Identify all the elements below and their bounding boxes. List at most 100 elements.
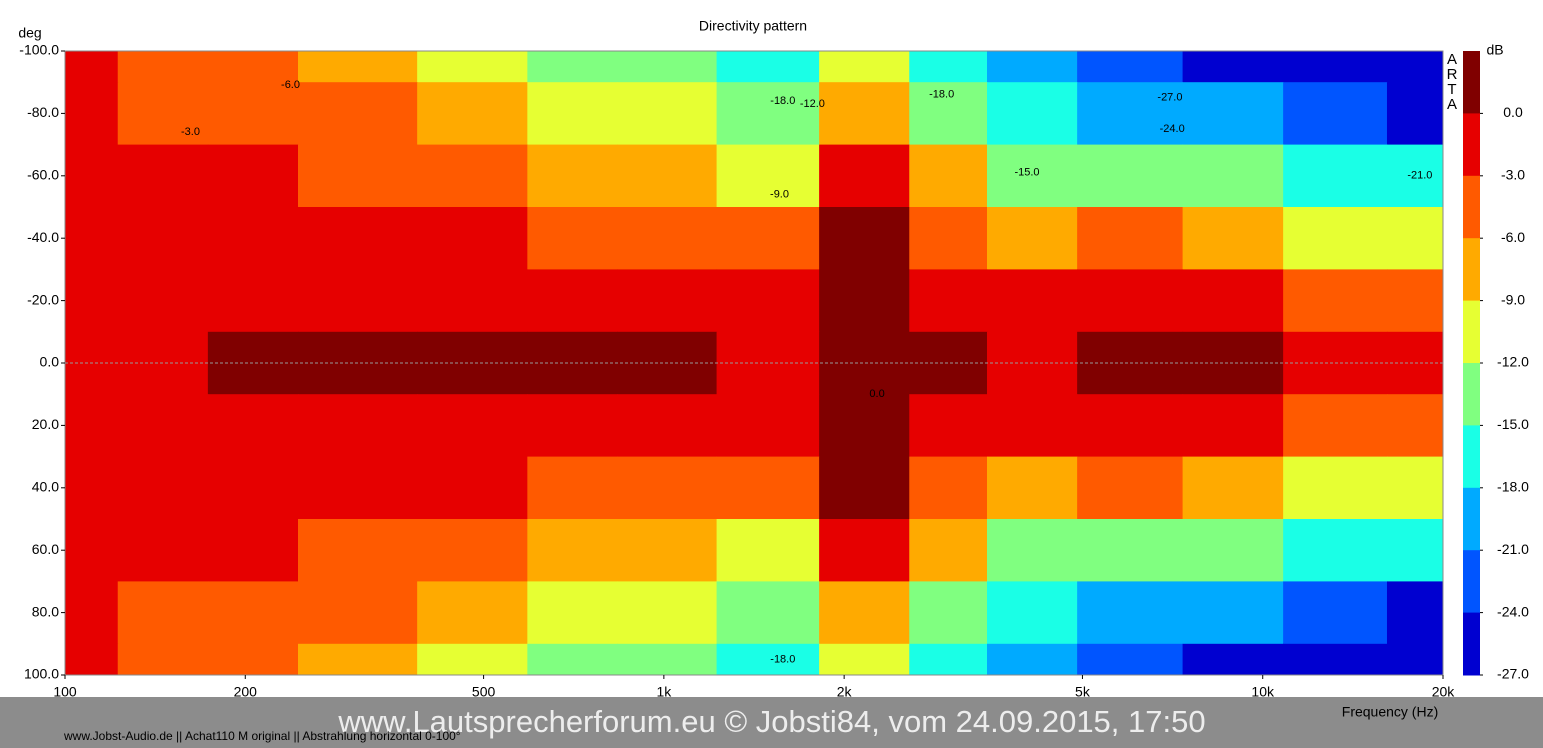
colorbar-segment (1463, 300, 1480, 364)
colorbar-segment (1463, 51, 1480, 114)
heat-cell (1386, 82, 1444, 146)
colorbar-segment (1463, 425, 1480, 489)
heat-cell (1182, 269, 1284, 333)
heat-cell (1283, 51, 1388, 83)
y-tick-label: 80.0 (32, 603, 59, 619)
heat-cell (819, 643, 910, 676)
heat-cell (819, 456, 910, 520)
heat-cell (527, 643, 618, 676)
heat-cell (298, 394, 418, 458)
contour-label: 0.0 (869, 388, 884, 400)
x-tick-label: 100 (53, 684, 77, 700)
heat-cell (987, 82, 1078, 146)
heat-cell (1283, 456, 1388, 520)
colorbar-tick-label: -3.0 (1501, 167, 1525, 183)
heat-cell (1386, 581, 1444, 645)
contour-label: -18.0 (770, 95, 795, 107)
heat-cell (819, 144, 910, 208)
colorbar-tick-label: -18.0 (1497, 479, 1529, 495)
heat-cell (1283, 269, 1388, 333)
heat-cell (1182, 643, 1284, 676)
heat-cell (65, 144, 119, 208)
heat-cell (617, 456, 718, 520)
heat-cell (909, 82, 988, 146)
heat-cell (716, 144, 820, 208)
heat-cell (909, 51, 988, 83)
heat-cell (1077, 51, 1184, 83)
heat-cell (65, 269, 119, 333)
heat-cell (1182, 394, 1284, 458)
heat-cell (1283, 394, 1388, 458)
heat-cell (527, 82, 618, 146)
heat-cell (117, 51, 209, 83)
heat-cell (527, 394, 618, 458)
heat-cell (1386, 456, 1444, 520)
contour-label: -18.0 (929, 89, 954, 101)
heat-cell (417, 269, 528, 333)
heat-cell (1182, 581, 1284, 645)
heat-cell (65, 394, 119, 458)
heat-cell (117, 269, 209, 333)
heat-cell (1077, 581, 1184, 645)
heat-cell (527, 207, 618, 270)
heat-cell (298, 82, 418, 146)
x-tick-label: 2k (837, 684, 853, 700)
heat-cell (417, 643, 528, 676)
heat-cell (417, 519, 528, 582)
heat-cell (207, 456, 299, 520)
heat-cell (417, 51, 528, 83)
x-axis-label: Frequency (Hz) (1342, 704, 1438, 720)
heat-cell (617, 269, 718, 333)
heat-cell (617, 643, 718, 676)
heat-cell (716, 394, 820, 458)
x-tick-label: 200 (234, 684, 258, 700)
heat-cell (1182, 456, 1284, 520)
heat-cell (298, 144, 418, 208)
heat-cell (298, 519, 418, 582)
colorbar-tick-label: -15.0 (1497, 416, 1529, 432)
heat-cell (1283, 581, 1388, 645)
colorbar-tick-label: -6.0 (1501, 229, 1525, 245)
heat-cell (819, 331, 910, 395)
heat-cell (1283, 144, 1388, 208)
heat-cell (716, 51, 820, 83)
heat-cell (1386, 144, 1444, 208)
x-tick-label: 5k (1075, 684, 1091, 700)
y-tick-label: -100.0 (19, 42, 59, 58)
heat-cell (117, 519, 209, 582)
y-tick-label: 40.0 (32, 479, 59, 495)
heat-cell (65, 82, 119, 146)
heat-cell (819, 581, 910, 645)
heat-cell (617, 581, 718, 645)
footer-band (0, 697, 1543, 748)
heat-cell (117, 643, 209, 676)
colorbar-segment (1463, 238, 1480, 302)
heat-cell (207, 144, 299, 208)
heat-cell (1386, 519, 1444, 582)
heat-cell (909, 207, 988, 270)
heat-cell (207, 581, 299, 645)
heat-cell (617, 394, 718, 458)
colorbar-segment (1463, 363, 1480, 426)
heat-cell (987, 207, 1078, 270)
heat-cell (207, 51, 299, 83)
heat-cell (1077, 207, 1184, 270)
y-tick-label: 0.0 (40, 354, 60, 370)
heat-cell (527, 456, 618, 520)
heat-cell (117, 394, 209, 458)
heat-cell (417, 82, 528, 146)
heat-cell (527, 519, 618, 582)
heat-cell (1077, 643, 1184, 676)
heat-cell (617, 82, 718, 146)
heat-cell (1077, 144, 1184, 208)
heat-cell (617, 207, 718, 270)
heat-cell (65, 207, 119, 270)
colorbar-segment (1463, 550, 1480, 614)
heat-cell (819, 82, 910, 146)
heat-cell (987, 456, 1078, 520)
heat-cell (207, 643, 299, 676)
heat-cell (909, 581, 988, 645)
heat-cell (417, 394, 528, 458)
